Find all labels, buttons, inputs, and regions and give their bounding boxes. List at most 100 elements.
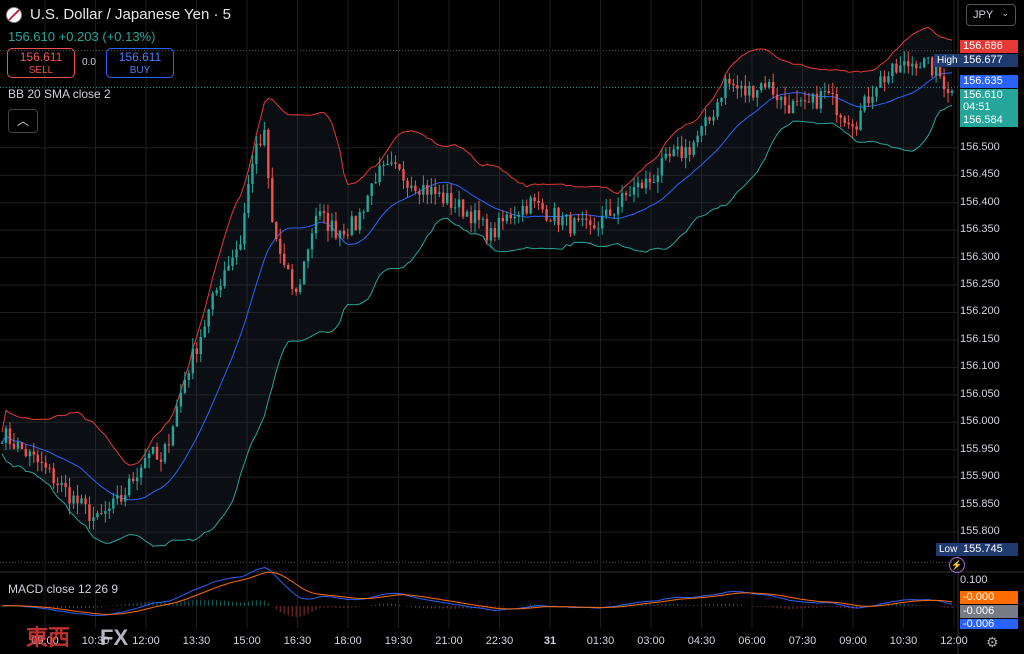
gear-icon[interactable]: ⚙ xyxy=(986,634,999,650)
low-tag: 155.745 xyxy=(960,543,1018,556)
candle-body xyxy=(744,85,747,96)
candle-body xyxy=(684,147,687,158)
candle-body xyxy=(96,512,99,518)
watermark-logo: 東西 FX xyxy=(26,620,128,652)
candle-body xyxy=(271,178,274,223)
candle-body xyxy=(0,442,4,444)
candle-body xyxy=(497,217,501,238)
candle-body xyxy=(950,90,954,93)
candle-body xyxy=(585,218,588,221)
candle-body xyxy=(847,122,850,125)
candle-body xyxy=(434,187,437,195)
sell-button[interactable]: 156.611 SELL xyxy=(7,48,75,78)
candle-body xyxy=(414,185,417,192)
watermark-suffix: FX xyxy=(100,625,129,650)
high-label: High xyxy=(934,54,961,67)
candle-body xyxy=(68,487,71,504)
candle-body xyxy=(752,85,755,98)
candle-body xyxy=(760,83,763,91)
candle-body xyxy=(485,218,489,241)
candle-body xyxy=(446,193,449,204)
buy-label: BUY xyxy=(129,65,151,76)
candle-body xyxy=(390,162,393,164)
candle-body xyxy=(660,158,664,176)
time-tick: 31 xyxy=(543,635,557,647)
candle-body xyxy=(843,117,846,123)
bb-basis-line xyxy=(1,72,953,501)
candle-body xyxy=(827,90,830,93)
candle-body xyxy=(346,234,350,236)
candle-body xyxy=(290,269,294,289)
candle-body xyxy=(72,495,75,504)
candle-body xyxy=(799,100,803,102)
candle-body xyxy=(394,162,397,165)
candle-body xyxy=(88,504,91,522)
candle-body xyxy=(473,210,477,224)
candle-body xyxy=(620,193,624,207)
candle-body xyxy=(923,58,926,68)
macd-pane xyxy=(1,566,953,618)
candle-body xyxy=(549,220,552,222)
candle-body xyxy=(795,100,799,102)
time-tick: 22:30 xyxy=(485,635,514,647)
candle-body xyxy=(44,462,47,468)
candle-body xyxy=(831,92,834,95)
candle-body xyxy=(569,214,572,234)
macd-tick: 0.100 xyxy=(960,574,988,586)
lightning-icon[interactable]: ⚡ xyxy=(949,557,965,573)
candle-body xyxy=(298,284,302,293)
candle-body xyxy=(640,182,644,189)
candle-body xyxy=(771,82,775,95)
candle-body xyxy=(322,211,326,213)
candle-body xyxy=(688,147,691,155)
candle-body xyxy=(314,215,318,234)
spread: 0.0 xyxy=(82,57,96,68)
candle-body xyxy=(589,220,592,226)
candle-body xyxy=(227,265,230,271)
symbol-header[interactable]: U.S. Dollar / Japanese Yen · 5 xyxy=(6,6,231,23)
candle-body xyxy=(418,191,421,195)
bb-indicator-label[interactable]: BB 20 SMA close 2 xyxy=(8,87,111,101)
candle-body xyxy=(151,446,155,454)
candle-body xyxy=(529,197,532,214)
candle-body xyxy=(219,285,222,291)
currency-select[interactable]: JPY ⌄ xyxy=(966,4,1016,26)
candle-body xyxy=(692,142,695,155)
candle-body xyxy=(545,209,548,221)
buy-button[interactable]: 156.611 BUY xyxy=(106,48,174,78)
bb-lower-line xyxy=(1,104,953,547)
candle-body xyxy=(815,93,819,109)
candle-body xyxy=(48,467,51,469)
candle-body xyxy=(28,451,32,457)
candle-body xyxy=(938,62,942,77)
time-tick: 06:00 xyxy=(738,635,766,647)
candle-body xyxy=(597,228,600,230)
time-tick: 13:30 xyxy=(182,635,211,647)
price-tick: 156.000 xyxy=(960,415,1000,428)
candle-body xyxy=(720,97,723,103)
candle-body xyxy=(442,192,445,204)
candles xyxy=(0,51,954,530)
candle-body xyxy=(644,178,648,189)
chevron-up-icon[interactable]: ︿ xyxy=(8,109,38,133)
low-label: Low xyxy=(936,543,961,556)
price-tick: 155.850 xyxy=(960,497,1000,510)
candle-body xyxy=(756,90,759,98)
candle-body xyxy=(410,185,413,188)
candle-body xyxy=(199,337,202,354)
candle-body xyxy=(636,182,640,188)
macd-indicator-label[interactable]: MACD close 12 26 9 xyxy=(8,582,119,596)
candle-body xyxy=(155,446,159,460)
candle-body xyxy=(903,61,906,66)
candle-body xyxy=(557,207,560,226)
candle-body xyxy=(12,443,16,449)
candle-body xyxy=(326,212,330,232)
candle-body xyxy=(239,244,242,250)
candle-body xyxy=(124,495,127,502)
candle-body xyxy=(775,94,779,101)
candle-body xyxy=(469,211,473,224)
candle-body xyxy=(215,290,218,294)
candle-body xyxy=(139,467,143,478)
macd-line-tag: -0.006 xyxy=(960,619,1018,629)
